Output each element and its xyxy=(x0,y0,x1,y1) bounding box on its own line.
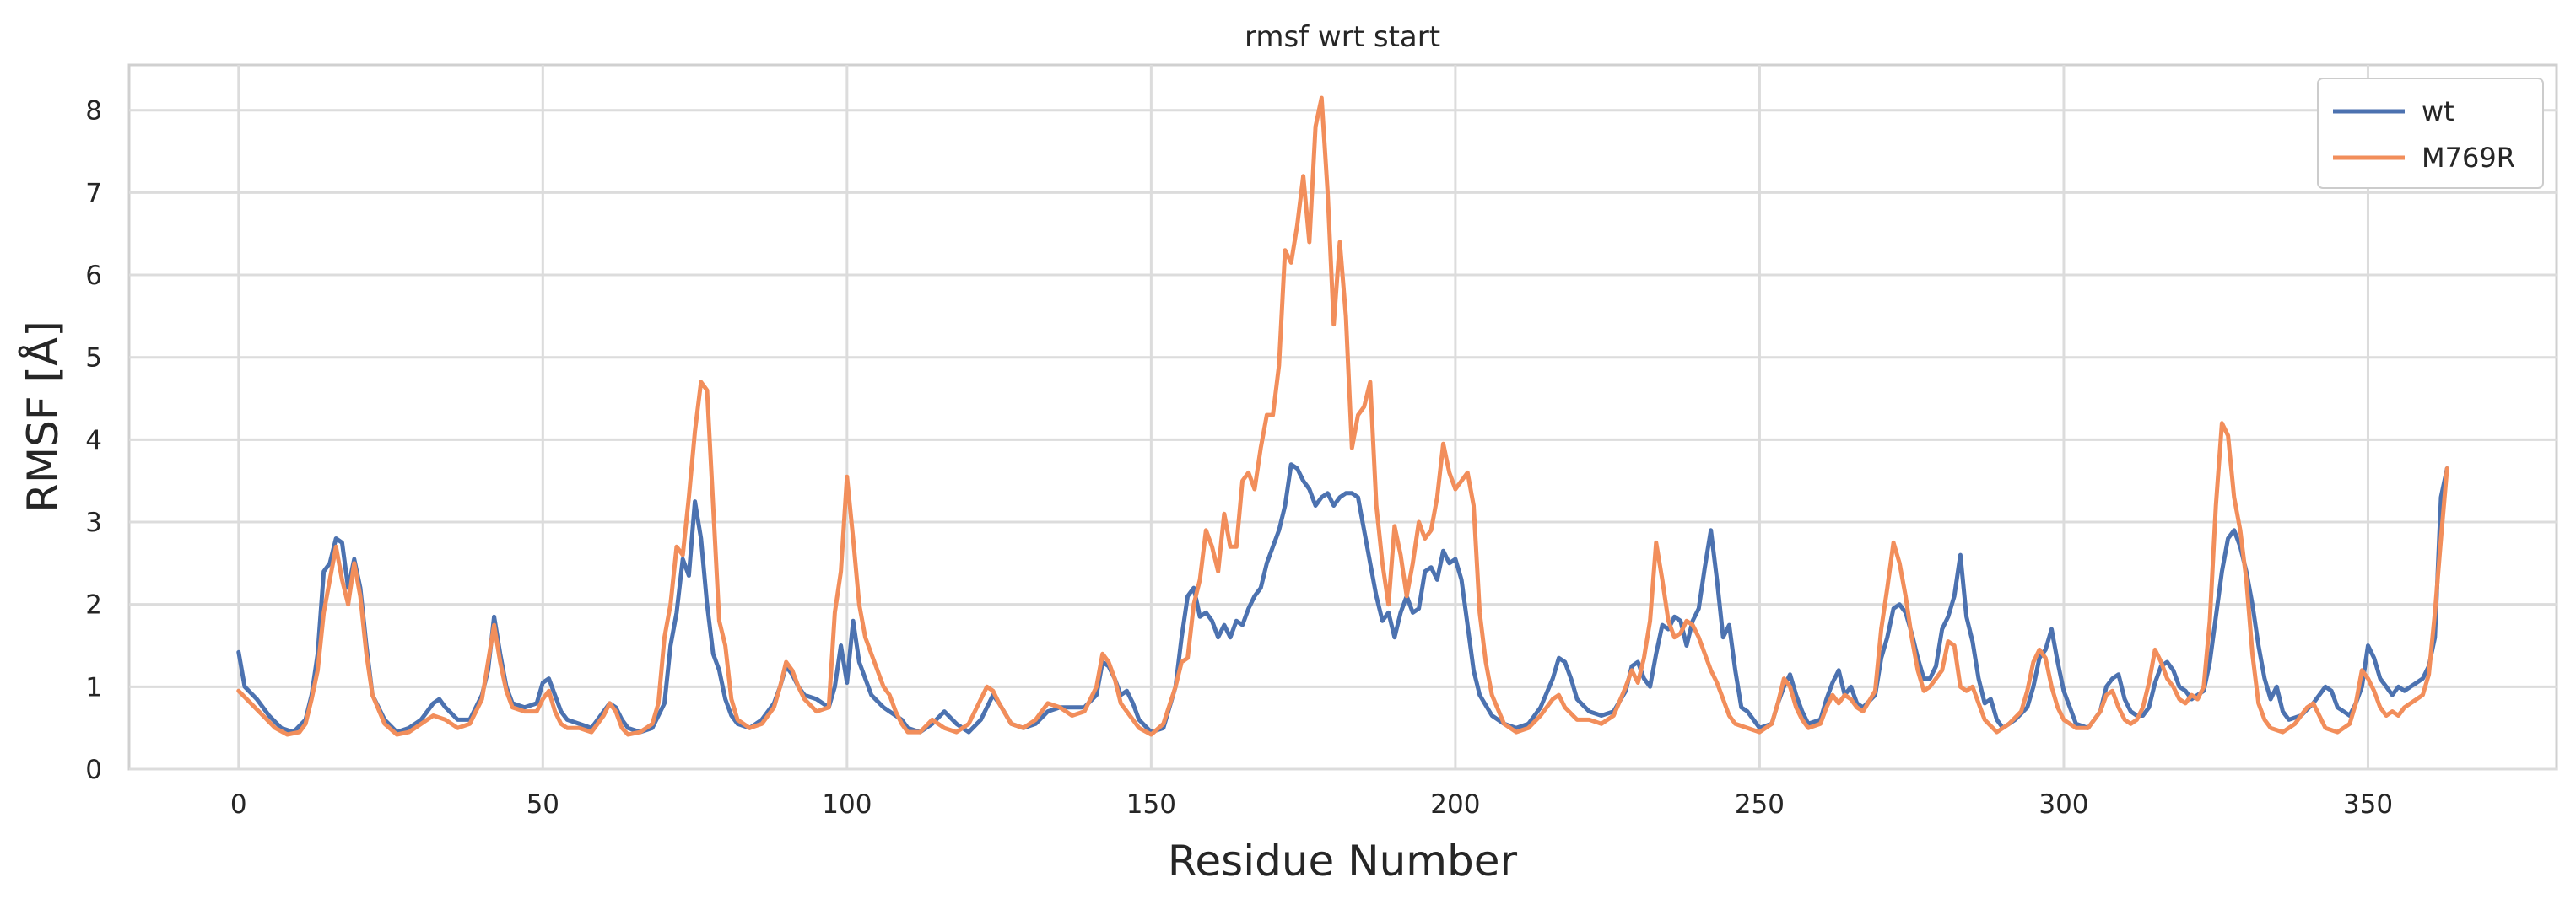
y-tick-label: 5 xyxy=(85,343,102,374)
y-tick-label: 8 xyxy=(85,96,102,127)
y-tick-label: 3 xyxy=(85,508,102,538)
legend-label-m769r: M769R xyxy=(2422,142,2515,174)
y-tick-label: 6 xyxy=(85,261,102,291)
legend-label-wt: wt xyxy=(2422,95,2454,127)
y-tick-label: 2 xyxy=(85,590,102,621)
series-lines xyxy=(236,95,2449,737)
y-tick-label: 7 xyxy=(85,178,102,208)
axis-ticks: 0 50 100 150 200 250 300 350 0 1 2 3 4 5 6 7 8 xyxy=(85,96,2393,820)
x-tick-label: 100 xyxy=(822,789,872,820)
legend: wt M769R xyxy=(2317,78,2544,189)
x-tick-label: 200 xyxy=(1430,789,1480,820)
x-axis-label: Residue Number xyxy=(1168,837,1518,886)
y-tick-label: 0 xyxy=(85,755,102,785)
x-tick-label: 0 xyxy=(230,789,247,820)
series-line-m769r xyxy=(236,95,2449,737)
y-axis-label: RMSF [Å] xyxy=(19,320,68,513)
x-tick-label: 250 xyxy=(1735,789,1785,820)
chart-title: rmsf wrt start xyxy=(1245,20,1440,54)
x-tick-label: 350 xyxy=(2343,789,2393,820)
x-tick-label: 300 xyxy=(2039,789,2088,820)
plot-area xyxy=(127,63,2558,771)
y-tick-label: 1 xyxy=(85,672,102,703)
y-tick-label: 4 xyxy=(85,425,102,455)
x-tick-label: 150 xyxy=(1126,789,1176,820)
legend-box xyxy=(2317,78,2544,189)
x-tick-label: 50 xyxy=(527,789,559,820)
series-line-wt xyxy=(236,462,2449,735)
